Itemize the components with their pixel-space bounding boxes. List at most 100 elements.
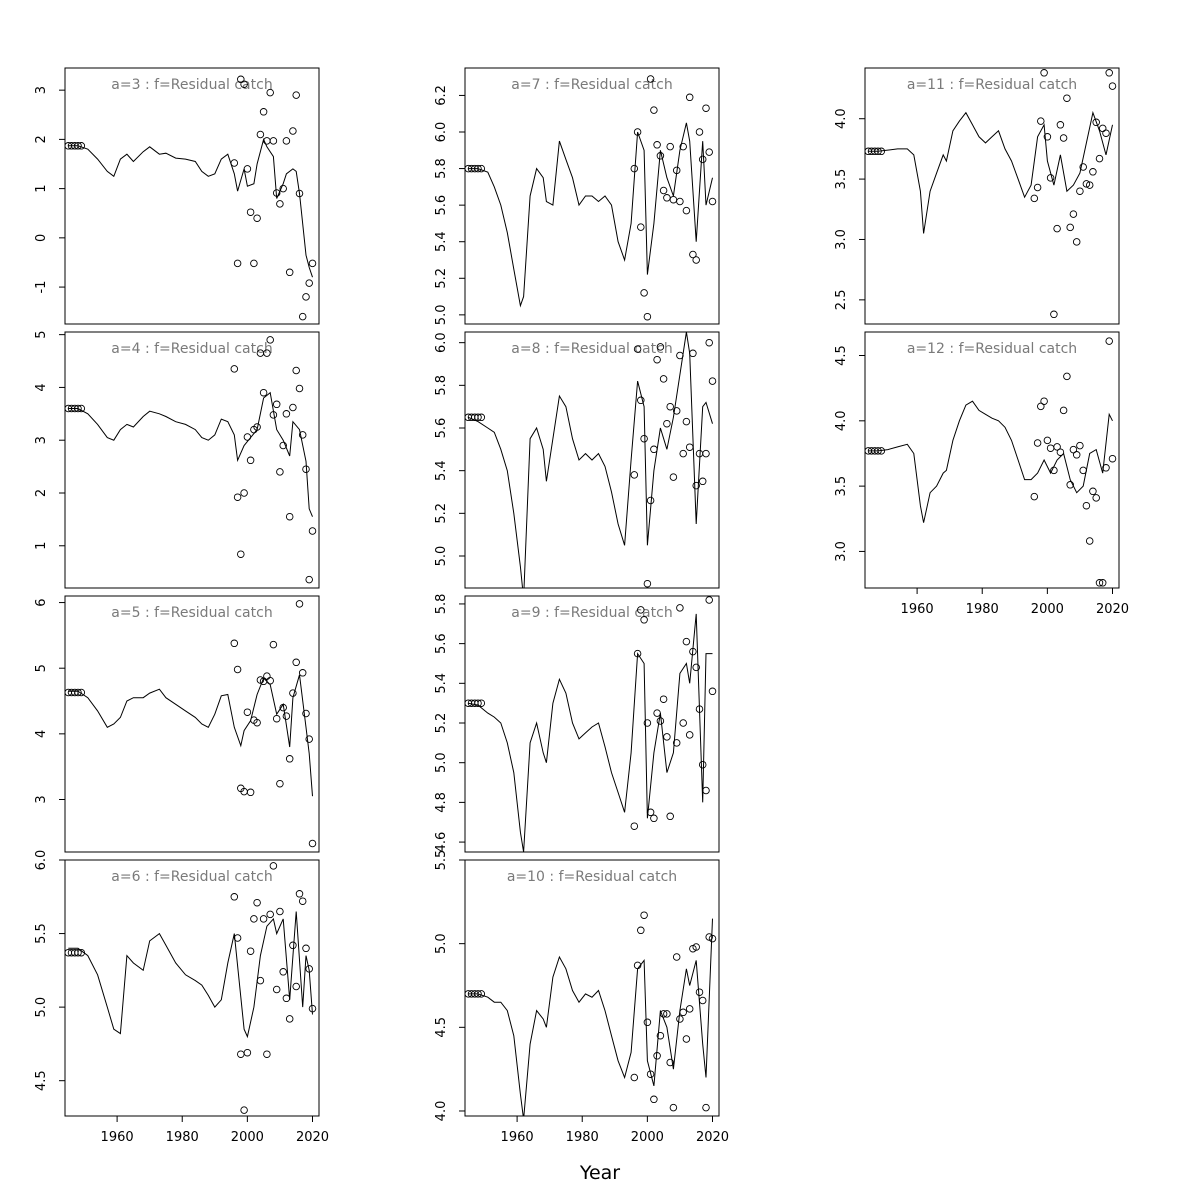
data-point (256, 976, 265, 985)
data-point (653, 355, 661, 364)
y-tick-label: 5.0 (434, 546, 449, 567)
data-point (233, 934, 242, 942)
series-line (868, 400, 1113, 523)
panel-title: a=9 : f=Residual catch (511, 605, 672, 621)
data-point (685, 731, 694, 739)
x-tick-label: 1960 (901, 602, 934, 617)
data-point (292, 366, 300, 375)
y-tick-label: 5.4 (434, 460, 449, 481)
data-point (659, 695, 668, 703)
data-point (292, 658, 300, 667)
data-point (302, 465, 310, 473)
data-point (263, 349, 271, 357)
data-point (477, 990, 486, 998)
series-line (468, 613, 713, 852)
y-tick-label: 6.0 (434, 122, 449, 143)
data-point (305, 735, 313, 743)
data-point (682, 1035, 691, 1043)
data-point (643, 719, 652, 727)
data-point (305, 279, 313, 287)
data-point (656, 1031, 665, 1040)
data-point (74, 948, 82, 957)
data-point (672, 407, 681, 415)
data-point (672, 739, 681, 747)
data-point (1040, 69, 1048, 77)
panel-title: a=6 : f=Residual catch (111, 869, 272, 885)
data-point (1069, 210, 1078, 218)
data-point (877, 447, 886, 455)
data-point (1056, 448, 1065, 456)
data-point (246, 947, 255, 955)
data-point (230, 893, 239, 901)
panel-title: a=10 : f=Residual catch (507, 869, 677, 885)
data-point (1095, 154, 1104, 163)
data-point (302, 293, 310, 301)
y-tick-label: 5.6 (434, 633, 449, 654)
data-point (279, 441, 287, 450)
data-point (279, 703, 287, 712)
data-point (1092, 494, 1100, 502)
data-point (666, 402, 674, 411)
series-line (68, 137, 313, 278)
data-point (708, 377, 717, 385)
panel-a6: 4.5 5.0 5.5 6.0 1960 1980 2000 2020 a=6 : f=Resi… (34, 850, 329, 1145)
data-point (1098, 579, 1107, 587)
data-point (1108, 454, 1117, 463)
data-point (308, 527, 317, 535)
data-point (692, 481, 700, 490)
y-tick-label: 5.6 (434, 195, 449, 216)
data-point (705, 338, 713, 347)
data-point (640, 434, 648, 443)
series-line (468, 122, 713, 308)
y-tick-label: 5.0 (34, 997, 49, 1018)
data-point (705, 148, 713, 156)
data-point (630, 471, 639, 479)
data-point (1105, 337, 1113, 345)
data-point (250, 259, 258, 268)
data-point (702, 1103, 710, 1112)
data-point (1066, 223, 1074, 232)
x-tick-label: 2020 (296, 1130, 329, 1145)
y-tick-label: 5.6 (434, 418, 449, 439)
data-point (1063, 94, 1071, 102)
data-point (689, 647, 697, 656)
data-point (269, 137, 278, 145)
panel-title: a=8 : f=Residual catch (511, 341, 672, 357)
data-point (256, 130, 265, 139)
data-point (877, 147, 886, 156)
panel-a7: 5.0 5.2 5.4 5.6 5.8 6.0 6.2 a=7 : f=Residual ca… (434, 67, 720, 325)
y-tick-label: 3.0 (834, 541, 849, 562)
x-tick-label: 2000 (231, 1130, 264, 1145)
data-point (633, 961, 642, 970)
data-point (285, 512, 294, 521)
data-point (659, 1010, 668, 1018)
data-point (656, 343, 665, 351)
y-tick-label: 4.0 (834, 410, 849, 431)
data-point (77, 404, 86, 413)
data-point (633, 649, 642, 658)
y-tick-label: 4.5 (434, 1017, 449, 1038)
data-point (308, 1004, 317, 1013)
data-point (630, 822, 639, 830)
series-line (868, 110, 1113, 234)
data-point (1082, 180, 1091, 188)
data-point (308, 839, 317, 848)
data-point (289, 127, 297, 135)
data-point (663, 419, 671, 428)
data-point (305, 965, 313, 973)
data-point (285, 755, 294, 763)
series-line (68, 391, 313, 517)
y-tick-label: 5.2 (434, 268, 449, 289)
data-point (1079, 466, 1087, 475)
data-point (698, 760, 707, 769)
x-axis-label: Year (579, 1162, 620, 1184)
y-tick-label: 0 (34, 234, 49, 242)
data-point (637, 926, 645, 935)
y-tick-label: 2 (34, 135, 49, 143)
data-point (1059, 406, 1068, 415)
data-point (289, 941, 297, 950)
data-point (308, 259, 317, 268)
y-tick-label: 6.2 (434, 85, 449, 106)
data-point (1056, 121, 1065, 129)
data-point (666, 142, 674, 151)
